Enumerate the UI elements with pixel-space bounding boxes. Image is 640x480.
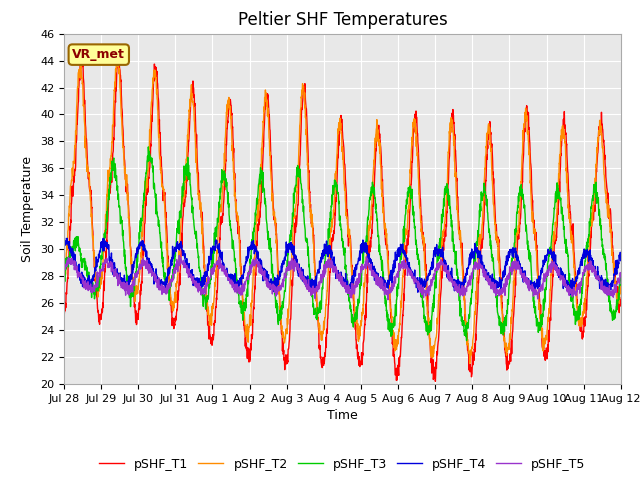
Text: VR_met: VR_met xyxy=(72,48,125,61)
pSHF_T2 xyxy=(113,52,121,58)
Line: pSHF_T3: pSHF_T3 xyxy=(64,147,621,340)
pSHF_T3 xyxy=(145,144,152,150)
pSHF_T5 xyxy=(584,262,591,268)
pSHF_T5 xyxy=(505,274,513,280)
pSHF_T2 xyxy=(60,274,68,280)
X-axis label: Time: Time xyxy=(327,409,358,422)
pSHF_T1 xyxy=(568,223,576,229)
Y-axis label: Soil Temperature: Soil Temperature xyxy=(22,156,35,262)
pSHF_T3 xyxy=(371,195,379,201)
pSHF_T3 xyxy=(617,274,625,279)
pSHF_T3 xyxy=(584,243,591,249)
pSHF_T3 xyxy=(60,273,68,279)
Line: pSHF_T4: pSHF_T4 xyxy=(64,238,621,295)
pSHF_T4 xyxy=(359,243,367,249)
pSHF_T4 xyxy=(61,235,68,241)
pSHF_T1 xyxy=(359,350,367,356)
pSHF_T1 xyxy=(371,170,379,176)
pSHF_T5 xyxy=(617,272,625,277)
Legend: pSHF_T1, pSHF_T2, pSHF_T3, pSHF_T4, pSHF_T5: pSHF_T1, pSHF_T2, pSHF_T3, pSHF_T4, pSHF… xyxy=(94,453,591,476)
pSHF_T4 xyxy=(568,281,576,287)
pSHF_T2 xyxy=(617,283,625,288)
pSHF_T5 xyxy=(384,297,392,302)
pSHF_T4 xyxy=(566,292,574,298)
pSHF_T5 xyxy=(568,289,576,295)
pSHF_T4 xyxy=(216,247,223,253)
pSHF_T4 xyxy=(60,241,68,247)
Title: Peltier SHF Temperatures: Peltier SHF Temperatures xyxy=(237,11,447,29)
pSHF_T1 xyxy=(216,250,223,255)
pSHF_T1 xyxy=(431,378,439,384)
pSHF_T2 xyxy=(568,239,576,244)
pSHF_T4 xyxy=(617,256,625,262)
pSHF_T1 xyxy=(505,359,513,364)
pSHF_T1 xyxy=(584,286,591,292)
pSHF_T5 xyxy=(359,264,367,270)
pSHF_T4 xyxy=(584,252,591,258)
pSHF_T4 xyxy=(371,266,379,272)
pSHF_T5 xyxy=(175,252,183,258)
pSHF_T2 xyxy=(466,360,474,366)
pSHF_T2 xyxy=(371,142,379,147)
pSHF_T2 xyxy=(359,306,367,312)
pSHF_T5 xyxy=(60,268,68,274)
pSHF_T2 xyxy=(216,208,223,214)
pSHF_T4 xyxy=(504,250,512,255)
Line: pSHF_T2: pSHF_T2 xyxy=(64,55,621,363)
Line: pSHF_T1: pSHF_T1 xyxy=(64,57,621,381)
pSHF_T5 xyxy=(216,260,223,265)
pSHF_T3 xyxy=(505,292,513,298)
pSHF_T1 xyxy=(78,54,86,60)
pSHF_T2 xyxy=(505,341,513,347)
pSHF_T2 xyxy=(584,266,591,272)
pSHF_T3 xyxy=(216,204,223,210)
pSHF_T5 xyxy=(371,274,379,280)
pSHF_T3 xyxy=(568,296,576,302)
pSHF_T1 xyxy=(617,303,625,309)
pSHF_T3 xyxy=(359,256,367,262)
pSHF_T1 xyxy=(60,304,68,310)
pSHF_T3 xyxy=(463,337,470,343)
Line: pSHF_T5: pSHF_T5 xyxy=(64,255,621,300)
